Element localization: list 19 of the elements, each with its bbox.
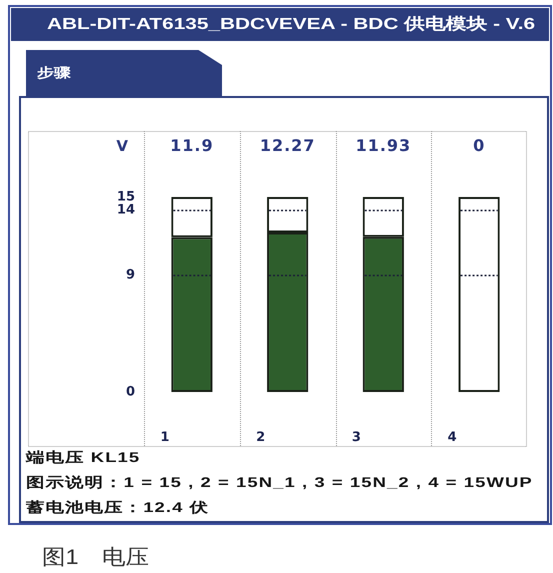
data-label: 12.27 — [260, 136, 316, 156]
chart-title: ABL-DIT-AT6135_BDCVEVEA - BDC 供电模块 - V.6 — [47, 14, 536, 35]
x-tick-label: 1 — [160, 430, 170, 446]
data-label: 0 — [473, 136, 486, 156]
x-tick-label: 4 — [448, 430, 457, 446]
y-tick-label: 15 — [116, 189, 135, 204]
y-tick-label: 0 — [126, 384, 135, 400]
text: 图示说明：1 = 15 , 2 = 15N_1 , 3 = 15N_2 , 4 = 15WUP — [26, 473, 533, 491]
text: 蓄电池电压：12.4 伏 — [26, 498, 210, 516]
x-tick-label: 2 — [256, 430, 266, 446]
y-tick-label: 9 — [126, 267, 135, 282]
data-label: 11.9 — [170, 136, 214, 156]
data-label: 11.93 — [356, 136, 412, 156]
text: 步骤 — [37, 64, 71, 82]
text: 端电压 KL15 — [26, 448, 140, 466]
x-tick-label: 3 — [352, 430, 361, 446]
y-tick-label: 14 — [116, 202, 135, 218]
y-axis-title: V — [116, 136, 128, 155]
caption: 图1 电压 — [42, 545, 150, 571]
